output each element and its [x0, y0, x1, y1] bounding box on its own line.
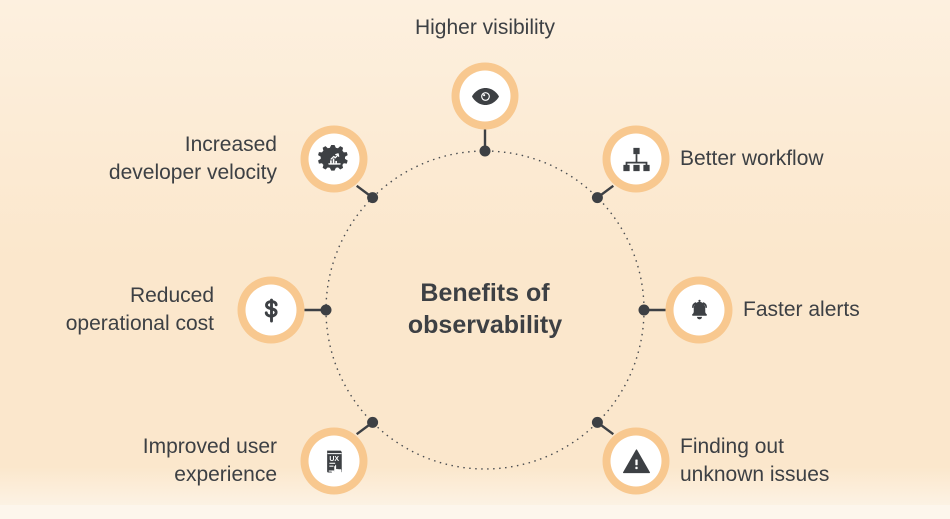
svg-text:UX: UX	[329, 456, 339, 463]
